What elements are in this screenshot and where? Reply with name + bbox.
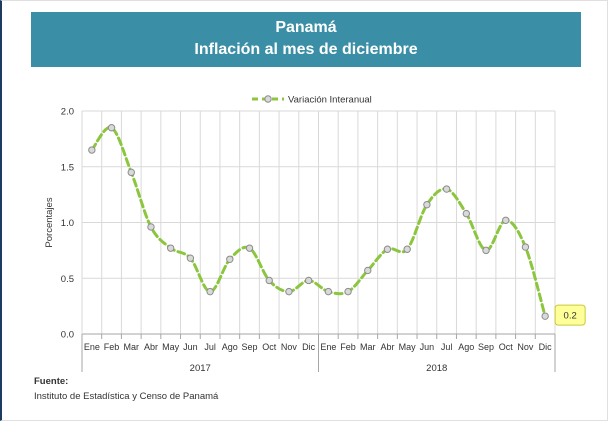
source-block: Fuente: Instituto de Estadística y Censo… <box>34 376 218 402</box>
title-banner: Panamá Inflación al mes de diciembre <box>31 12 581 67</box>
x-tick-label: Jul <box>441 342 453 352</box>
x-tick-label: Ene <box>320 342 336 352</box>
source-text: Instituto de Estadística y Censo de Pana… <box>34 391 219 402</box>
y-tick-label: 1.5 <box>61 162 74 173</box>
data-point <box>541 312 549 320</box>
data-point <box>364 266 372 275</box>
y-tick-label: 2.0 <box>61 107 74 118</box>
x-tick-label: Mar <box>360 342 376 352</box>
callout-box <box>554 304 586 326</box>
data-point <box>304 276 313 285</box>
data-point <box>442 185 451 193</box>
data-point <box>344 287 352 296</box>
x-tick-label: Ene <box>84 342 100 352</box>
x-tick-label: Abr <box>144 342 158 352</box>
data-point <box>324 287 333 296</box>
data-point <box>127 168 135 177</box>
data-point <box>147 223 155 231</box>
x-tick-label: Oct <box>499 342 514 352</box>
x-tick-label: Jun <box>183 342 198 352</box>
year-label: 2018 <box>426 363 447 374</box>
data-point <box>265 276 273 285</box>
data-point <box>482 246 490 255</box>
data-point <box>502 216 510 224</box>
data-point <box>383 245 392 253</box>
x-tick-label: Feb <box>340 342 356 352</box>
data-label: 0.2 <box>564 311 577 322</box>
x-tick-label: Sep <box>242 342 258 352</box>
data-point <box>521 243 530 251</box>
data-point <box>462 209 471 218</box>
data-point <box>226 255 234 263</box>
x-tick-label: Sep <box>478 342 494 352</box>
data-point <box>245 244 254 252</box>
y-tick-label: 0.0 <box>61 330 74 341</box>
legend-marker <box>264 95 272 103</box>
y-tick-label: 0.5 <box>61 274 74 285</box>
x-tick-label: Dic <box>302 342 315 352</box>
x-tick-label: Dic <box>539 342 552 352</box>
x-tick-label: May <box>162 342 180 352</box>
legend-label: Variación Interanual <box>288 95 372 106</box>
x-tick-label: Mar <box>124 342 140 352</box>
x-tick-label: Jul <box>204 342 216 352</box>
data-point <box>403 245 411 253</box>
year-label: 2017 <box>190 363 211 374</box>
data-point <box>423 200 431 209</box>
x-tick-label: Ago <box>458 342 474 352</box>
x-tick-label: Oct <box>262 342 277 352</box>
x-tick-label: May <box>399 342 417 352</box>
y-axis-title: Porcentajes <box>44 197 55 247</box>
data-point <box>88 146 96 154</box>
data-point <box>285 287 293 296</box>
y-tick-label: 1.0 <box>61 218 74 229</box>
data-point <box>186 254 195 262</box>
chart-title: Panamá <box>275 19 337 36</box>
x-tick-label: Nov <box>281 342 298 352</box>
x-tick-label: Abr <box>380 342 394 352</box>
x-tick-label: Feb <box>104 342 120 352</box>
data-point <box>206 287 214 296</box>
source-label: Fuente: <box>34 376 69 387</box>
x-tick-label: Ago <box>222 342 238 352</box>
chart-subtitle: Inflación al mes de diciembre <box>194 41 418 58</box>
data-point <box>107 124 116 132</box>
x-tick-label: Nov <box>517 342 534 352</box>
x-tick-label: Jun <box>420 342 435 352</box>
data-point <box>166 244 175 252</box>
